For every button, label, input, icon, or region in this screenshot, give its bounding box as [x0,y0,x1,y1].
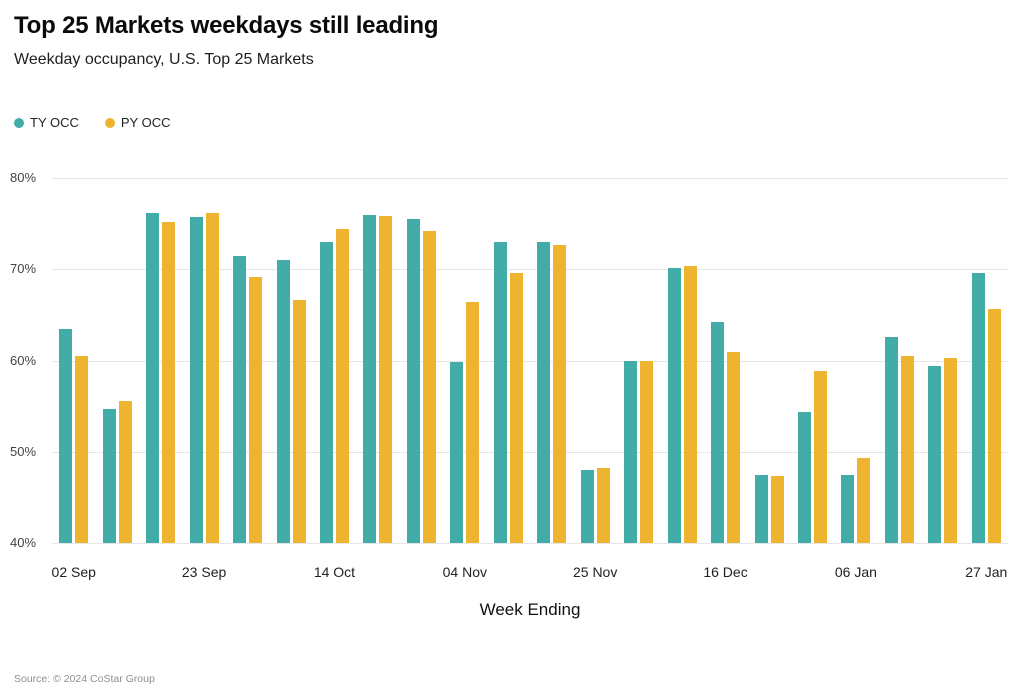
bar-py-occ-23-dec [770,476,784,543]
bar-py-occ-30-dec [813,371,827,543]
y-axis-tick-label: 40% [10,535,37,550]
gridline-40 [52,543,1008,544]
bar-py-occ-21-oct [379,216,393,543]
bar-ty-occ-02-dec [624,360,638,543]
bar-ty-occ-06-jan [841,474,855,543]
x-axis-tick-label: 14 Oct [313,564,356,580]
bar-ty-occ-25-nov [580,470,594,543]
chart-subtitle: Weekday occupancy, U.S. Top 25 Markets [14,51,314,68]
bar-py-occ-20-jan [944,357,958,543]
bar-ty-occ-23-sep [189,217,203,543]
bar-py-occ-11-nov [509,272,523,543]
bar-py-occ-07-oct [292,300,306,543]
bar-py-occ-02-sep [75,355,89,543]
bar-py-occ-09-sep [118,400,132,543]
bar-ty-occ-16-dec [711,322,725,543]
bar-py-occ-09-dec [683,265,697,543]
y-axis-tick-label: 80% [10,170,37,185]
bar-py-occ-04-nov [466,302,480,543]
gridline-60 [52,360,1008,362]
x-axis-title: Week Ending [479,600,581,619]
y-axis-tick-label: 60% [10,352,37,368]
gridline-80 [52,178,1008,179]
bar-py-occ-28-oct [422,230,436,543]
bar-py-occ-06-jan [857,458,871,543]
bar-ty-occ-09-sep [102,408,116,543]
bar-ty-occ-13-jan [884,336,898,543]
chart-title: Top 25 Markets weekdays still leading [14,12,439,39]
bar-py-occ-14-oct [335,229,349,543]
bar-ty-occ-11-nov [493,241,507,543]
x-axis-tick-label: 16 Dec [703,564,748,580]
bar-py-occ-30-sep [249,276,263,543]
bar-py-occ-18-nov [553,244,567,543]
bar-py-occ-16-dec [727,352,741,543]
x-axis-tick-label: 23 Sep [181,564,227,580]
legend-item-ty-occ: TY OCC [14,115,79,130]
bar-ty-occ-07-oct [276,260,290,543]
bar-py-occ-13-jan [900,355,914,543]
bar-ty-occ-09-dec [667,268,681,543]
x-axis-tick-label: 06 Jan [834,564,877,580]
y-axis-tick-label: 50% [10,443,37,459]
bar-py-occ-25-nov [596,468,610,543]
legend-marker-dot [14,117,24,128]
bar-py-occ-02-dec [640,360,654,543]
bar-ty-occ-30-sep [233,255,247,543]
bar-ty-occ-16-sep [146,212,160,543]
bar-ty-occ-23-dec [754,475,768,543]
bar-py-occ-23-sep [205,212,219,543]
legend-marker-dot [104,117,115,128]
bar-ty-occ-20-jan [928,365,942,543]
legend: TY OCC PY OCC [14,115,171,130]
legend-label: TY OCC [30,115,79,130]
legend-item-py-occ: PY OCC [104,115,171,130]
x-axis-tick-label: 25 Nov [572,564,618,580]
x-axis-tick-label: 27 Jan [965,564,1008,580]
x-axis-tick-label: 04 Nov [442,564,487,580]
source-note: Source: © 2024 CoStar Group [14,673,155,685]
y-axis-tick-label: 70% [10,261,37,277]
x-axis-tick-label: 02 Sep [51,564,96,580]
bar-ty-occ-04-nov [450,362,464,543]
bar-ty-occ-18-nov [537,241,551,543]
bar-ty-occ-21-oct [363,215,377,543]
bar-ty-occ-02-sep [59,328,73,543]
bar-py-occ-16-sep [162,221,176,543]
legend-label: PY OCC [120,115,171,130]
bar-py-occ-27-jan [987,309,1001,543]
gridline-50 [52,451,1008,453]
bar-ty-occ-30-dec [797,411,811,543]
bar-ty-occ-28-oct [406,219,420,543]
gridline-70 [52,269,1008,271]
bar-ty-occ-27-jan [971,272,985,543]
bar-ty-occ-14-oct [319,241,333,543]
